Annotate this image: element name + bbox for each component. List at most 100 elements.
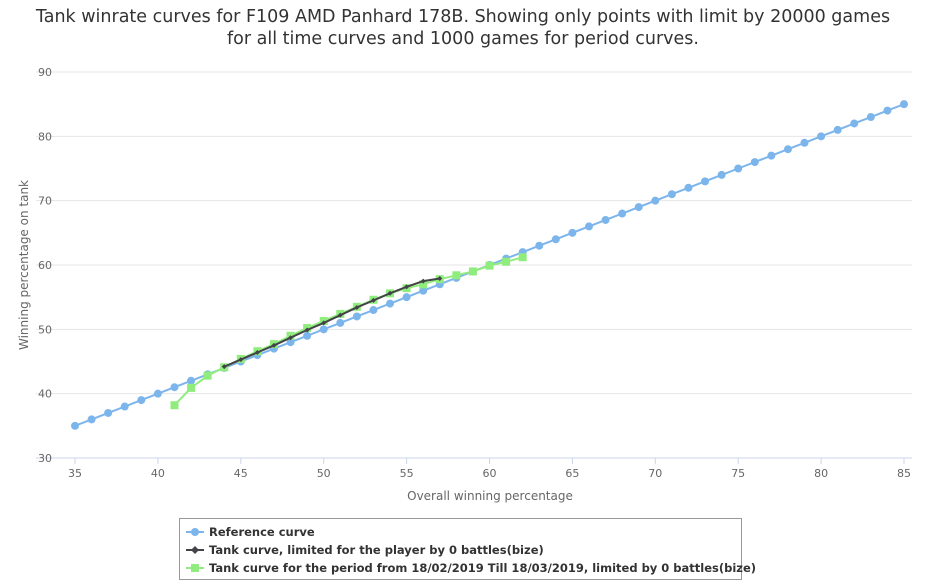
data-point[interactable] [833, 125, 842, 134]
x-tick-label: 40 [151, 467, 165, 480]
y-tick-label: 80 [38, 130, 52, 143]
data-point[interactable] [303, 331, 312, 340]
data-point[interactable] [437, 276, 443, 282]
data-point[interactable] [304, 327, 310, 333]
data-point[interactable] [370, 297, 376, 303]
series-line [223, 277, 440, 368]
series-group [71, 100, 908, 430]
data-point[interactable] [601, 215, 610, 224]
data-point[interactable] [750, 158, 759, 167]
data-point[interactable] [120, 402, 129, 411]
y-tick-label: 90 [38, 66, 52, 79]
data-point[interactable] [817, 132, 826, 141]
data-point[interactable] [170, 383, 179, 392]
data-point[interactable] [667, 190, 676, 199]
y-axis-ticks: 30 40 50 60 70 80 90 [38, 66, 52, 465]
data-point[interactable] [584, 222, 593, 231]
data-point[interactable] [535, 241, 544, 250]
data-point[interactable] [402, 293, 411, 302]
data-point[interactable] [734, 164, 743, 173]
data-point[interactable] [551, 235, 560, 244]
data-point[interactable] [618, 209, 627, 218]
data-point[interactable] [369, 306, 378, 315]
data-point[interactable] [502, 257, 511, 266]
data-point[interactable] [221, 364, 227, 370]
x-axis-ticks: 35 40 45 50 55 60 65 70 75 80 85 [68, 458, 911, 480]
series-line [173, 256, 523, 406]
y-tick-label: 60 [38, 259, 52, 272]
data-point[interactable] [717, 170, 726, 179]
legend-item[interactable]: Reference curve [186, 525, 315, 539]
data-point[interactable] [170, 401, 179, 410]
data-point[interactable] [319, 325, 328, 334]
data-point[interactable] [238, 357, 244, 363]
data-point[interactable] [568, 228, 577, 237]
data-point[interactable] [271, 342, 277, 348]
data-point[interactable] [634, 203, 643, 212]
data-point[interactable] [452, 271, 461, 280]
x-tick-label: 65 [565, 467, 579, 480]
data-point[interactable] [850, 119, 859, 128]
data-point[interactable] [153, 389, 162, 398]
data-point[interactable] [783, 145, 792, 154]
data-point[interactable] [321, 320, 327, 326]
data-point[interactable] [419, 280, 428, 289]
x-tick-label: 35 [68, 467, 82, 480]
series-1 [221, 276, 443, 370]
series-2 [170, 253, 527, 410]
y-tick-label: 40 [38, 388, 52, 401]
chart-title-line: Tank winrate curves for F109 AMD Panhard… [35, 7, 890, 27]
data-point[interactable] [420, 278, 426, 284]
data-point[interactable] [404, 284, 410, 290]
data-point[interactable] [87, 415, 96, 424]
data-point[interactable] [286, 338, 295, 347]
legend: Reference curve Tank curve, limited for t… [179, 518, 756, 580]
data-point[interactable] [701, 177, 710, 186]
legend-label: Tank curve, limited for the player by 0 … [209, 543, 544, 557]
legend-item[interactable]: Tank curve, limited for the player by 0 … [186, 543, 544, 557]
data-point[interactable] [337, 312, 343, 318]
x-tick-label: 80 [814, 467, 828, 480]
data-point[interactable] [187, 376, 196, 385]
legend-item[interactable]: Tank curve for the period from 18/02/201… [186, 561, 756, 575]
grid-lines [36, 71, 912, 459]
data-point[interactable] [386, 299, 395, 308]
data-point[interactable] [336, 318, 345, 327]
data-point[interactable] [684, 183, 693, 192]
y-tick-label: 50 [38, 323, 52, 336]
x-tick-label: 45 [234, 467, 248, 480]
x-tick-label: 70 [648, 467, 662, 480]
x-tick-label: 55 [400, 467, 414, 480]
data-point[interactable] [387, 290, 393, 296]
x-tick-label: 85 [897, 467, 911, 480]
y-axis-label: Winning percentage on tank [17, 180, 31, 350]
y-tick-label: 70 [38, 195, 52, 208]
data-point[interactable] [866, 113, 875, 122]
data-point[interactable] [800, 138, 809, 147]
data-point[interactable] [352, 312, 361, 321]
x-axis-label: Overall winning percentage [407, 489, 573, 503]
data-point[interactable] [485, 261, 494, 270]
x-tick-label: 75 [731, 467, 745, 480]
data-point[interactable] [137, 396, 146, 405]
data-point[interactable] [254, 349, 260, 355]
data-point[interactable] [104, 408, 113, 417]
data-point[interactable] [419, 286, 428, 295]
data-point[interactable] [518, 253, 527, 262]
data-point[interactable] [468, 267, 477, 276]
legend-swatch-marker [191, 528, 199, 536]
y-tick-label: 30 [38, 452, 52, 465]
data-point[interactable] [71, 421, 79, 430]
data-point[interactable] [288, 335, 294, 341]
legend-label: Reference curve [209, 525, 315, 539]
x-tick-label: 50 [317, 467, 331, 480]
legend-swatch-marker [191, 546, 199, 554]
data-point[interactable] [203, 371, 212, 380]
data-point[interactable] [883, 106, 892, 115]
data-point[interactable] [651, 196, 660, 205]
data-point[interactable] [767, 151, 776, 160]
data-point[interactable] [900, 100, 908, 109]
data-point[interactable] [354, 304, 360, 310]
data-point[interactable] [187, 383, 196, 392]
